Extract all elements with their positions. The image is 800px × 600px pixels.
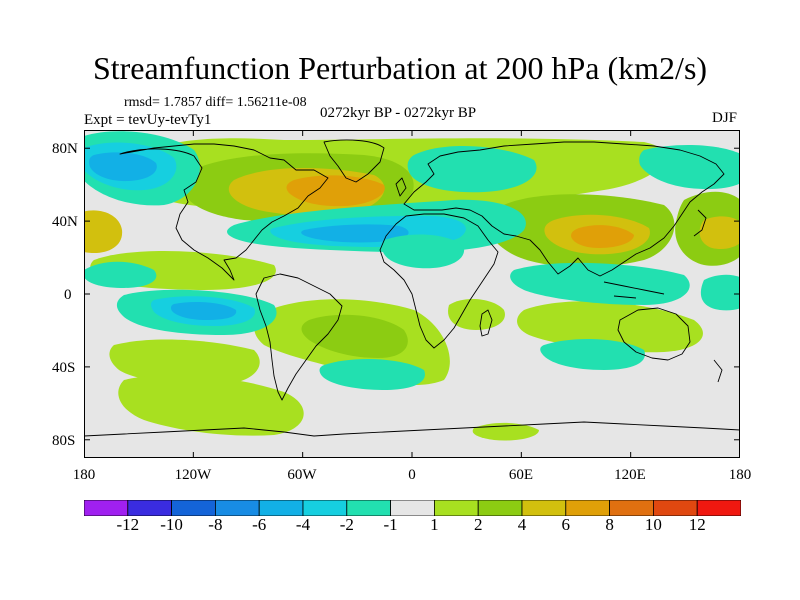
coastline-south-america [255, 273, 343, 401]
colorbar-label: 8 [605, 515, 614, 534]
lon-tick-label: 120W [174, 467, 212, 483]
colorbar-label: 2 [473, 515, 483, 534]
period-label: 0272kyr BP - 0272kyr BP [320, 105, 477, 121]
contour-negative-midlat-max [301, 224, 409, 243]
axis-ticks [84, 130, 740, 458]
rmsd-diff-stats: rmsd= 1.7857 diff= 1.56211e-08 [124, 95, 307, 110]
contour-negative-east-asia-coast [639, 145, 740, 190]
contour-negative-europe-siberia [407, 145, 537, 193]
colorbar-swatch [696, 500, 741, 516]
coastline-new-zealand [713, 359, 723, 383]
colorbar-swatch [433, 500, 479, 516]
contour-negative-date-line-east [700, 274, 740, 311]
contour-positive-antarctic [118, 374, 304, 436]
coastline-africa [379, 213, 499, 349]
colorbar-swatch [521, 500, 567, 516]
colorbar-label: -6 [252, 515, 267, 534]
contour-positive-southern-indian [517, 301, 703, 353]
colorbar-swatch [565, 500, 610, 516]
lat-tick-label: 80S [52, 433, 76, 449]
lat-tick-label: 0 [64, 287, 72, 303]
coastline-japan [693, 209, 707, 237]
coastline-indonesia [603, 281, 665, 299]
streamfunction-map [84, 130, 740, 458]
colorbar-swatch [127, 500, 172, 516]
contour-negative-tropical-indian [510, 262, 690, 305]
colorbar-swatch [346, 500, 391, 516]
lat-tick-label: 40S [52, 360, 76, 376]
colorbar-swatch [477, 500, 523, 516]
contour-negative-south-pacific-max [170, 302, 237, 320]
coastline-layer [84, 139, 740, 437]
lon-tick-label: 0 [408, 467, 416, 483]
contour-negative-north-africa [382, 234, 465, 269]
contour-fill-layer [84, 131, 740, 441]
coastline-greenland [323, 139, 385, 183]
colorbar-label: 12 [688, 515, 706, 534]
colorbar-label: -2 [339, 515, 354, 534]
contour-negative-north-america [84, 261, 157, 288]
contour-positive-atlantic-max [286, 175, 385, 207]
colorbar-label: -1 [383, 515, 398, 534]
colorbar-swatch [171, 500, 216, 516]
coastline-australia [617, 307, 691, 361]
colorbar-label: -8 [208, 515, 223, 534]
colorbar [84, 500, 741, 516]
colorbar-swatch [390, 500, 435, 516]
contour-positive-madagascar [448, 298, 505, 330]
experiment-label: Expt = tevUy-tevTy1 [84, 112, 212, 128]
lat-tick-label: 40N [52, 214, 78, 230]
contour-positive-date-line-west [84, 210, 123, 253]
colorbar-swatch [653, 500, 698, 516]
contour-negative-south-indian [540, 338, 645, 370]
colorbar-swatch [84, 500, 129, 516]
colorbar-label: -10 [160, 515, 183, 534]
contour-negative-southern-atlantic [319, 358, 425, 390]
coastline-madagascar [479, 309, 493, 337]
coastline-antarctica [84, 421, 740, 437]
contour-positive-west-pacific-core [699, 216, 740, 249]
lon-tick-label: 60E [508, 467, 534, 483]
lon-tick-label: 60W [287, 467, 317, 483]
contour-negative-arctic-pacific-max [89, 152, 157, 182]
lon-tick-label: 180 [72, 467, 96, 483]
contour-positive-south-pacific [109, 339, 260, 385]
colorbar-swatch [609, 500, 654, 516]
contour-positive-asia-max [571, 225, 634, 248]
coastline-eurasia [403, 141, 725, 277]
coastline-uk [395, 177, 407, 197]
colorbar-label: 6 [561, 515, 571, 534]
colorbar-label: 10 [644, 515, 662, 534]
map-title: Streamfunction Perturbation at 200 hPa (… [92, 50, 708, 86]
colorbar-swatch [214, 500, 260, 516]
colorbar-swatch [258, 500, 304, 516]
lon-tick-label: 180 [728, 467, 752, 483]
colorbar-label: -12 [116, 515, 140, 534]
contour-positive-south-atlantic-core [301, 314, 408, 358]
contour-positive-far-south-indian [472, 422, 539, 441]
lat-tick-label: 80N [52, 141, 78, 157]
lon-tick-label: 120E [614, 467, 646, 483]
colorbar-label: 1 [430, 515, 439, 534]
coastline-north-america [119, 143, 329, 281]
colorbar-swatch [302, 500, 348, 516]
colorbar-label: -4 [295, 515, 311, 534]
season-label: DJF [712, 110, 738, 126]
colorbar-label: 4 [517, 515, 527, 534]
